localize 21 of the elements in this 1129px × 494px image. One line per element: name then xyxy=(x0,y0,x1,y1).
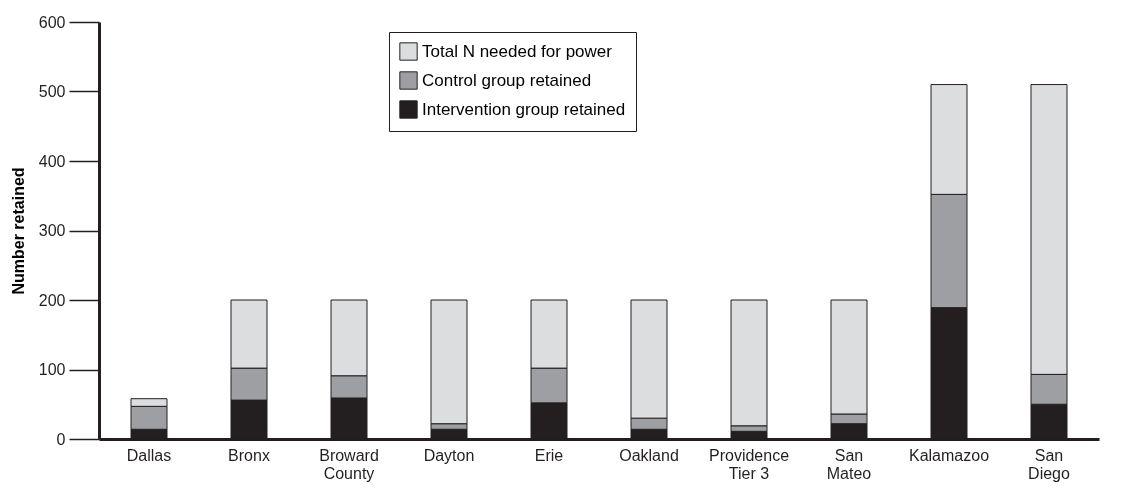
y-tick-label: 400 xyxy=(38,152,66,170)
y-tick-label: 100 xyxy=(38,361,66,378)
y-tick-label: 600 xyxy=(38,13,66,31)
x-tick-label: Erie xyxy=(534,446,564,464)
y-axis-title: Number retained xyxy=(9,167,27,295)
x-tick-label: San Diego xyxy=(1028,446,1070,482)
x-tick-label: Dayton xyxy=(423,446,475,464)
y-tick-label: 500 xyxy=(38,83,66,100)
legend-label: Control group retained xyxy=(422,70,592,90)
y-tick-label: 0 xyxy=(56,430,66,448)
legend-label: Intervention group retained xyxy=(422,99,626,119)
x-tick-label: Broward County xyxy=(319,446,379,482)
y-tick-label: 200 xyxy=(38,291,66,309)
y-tick-label: 300 xyxy=(38,222,66,239)
x-tick-label: Providence Tier 3 xyxy=(708,446,790,482)
x-tick-label: Oakland xyxy=(619,446,679,464)
x-tick-label: San Mateo xyxy=(826,446,872,482)
x-tick-label: Kalamazoo xyxy=(908,446,990,464)
legend-label: Total N needed for power xyxy=(422,41,613,61)
x-tick-label: Bronx xyxy=(228,446,270,464)
x-tick-label: Dallas xyxy=(126,446,172,464)
